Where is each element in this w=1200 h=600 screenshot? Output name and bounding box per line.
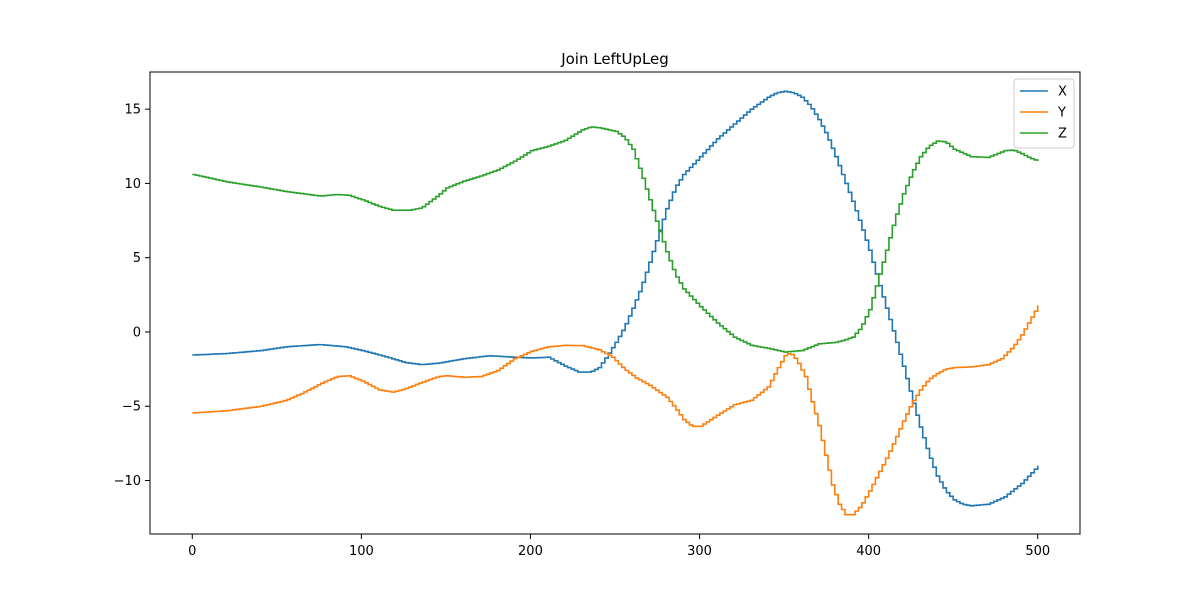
legend-label-z: Z (1058, 127, 1067, 142)
x-tick-label: 200 (518, 544, 543, 559)
x-tick-label: 300 (687, 544, 712, 559)
x-tick-label: 500 (1025, 544, 1050, 559)
legend-label-x: X (1058, 85, 1067, 100)
y-tick-label: 5 (133, 251, 141, 266)
x-tick-label: 100 (349, 544, 374, 559)
y-tick-label: 10 (124, 177, 141, 192)
y-tick-label: −5 (122, 400, 141, 415)
y-tick-label: −10 (114, 474, 141, 489)
legend-label-y: Y (1057, 106, 1066, 121)
chart-title: Join LeftUpLeg (560, 50, 669, 68)
x-tick-label: 0 (188, 544, 196, 559)
legend: XYZ (1014, 79, 1074, 148)
y-tick-label: 0 (133, 325, 141, 340)
y-tick-label: 15 (124, 103, 141, 118)
x-tick-label: 400 (856, 544, 881, 559)
